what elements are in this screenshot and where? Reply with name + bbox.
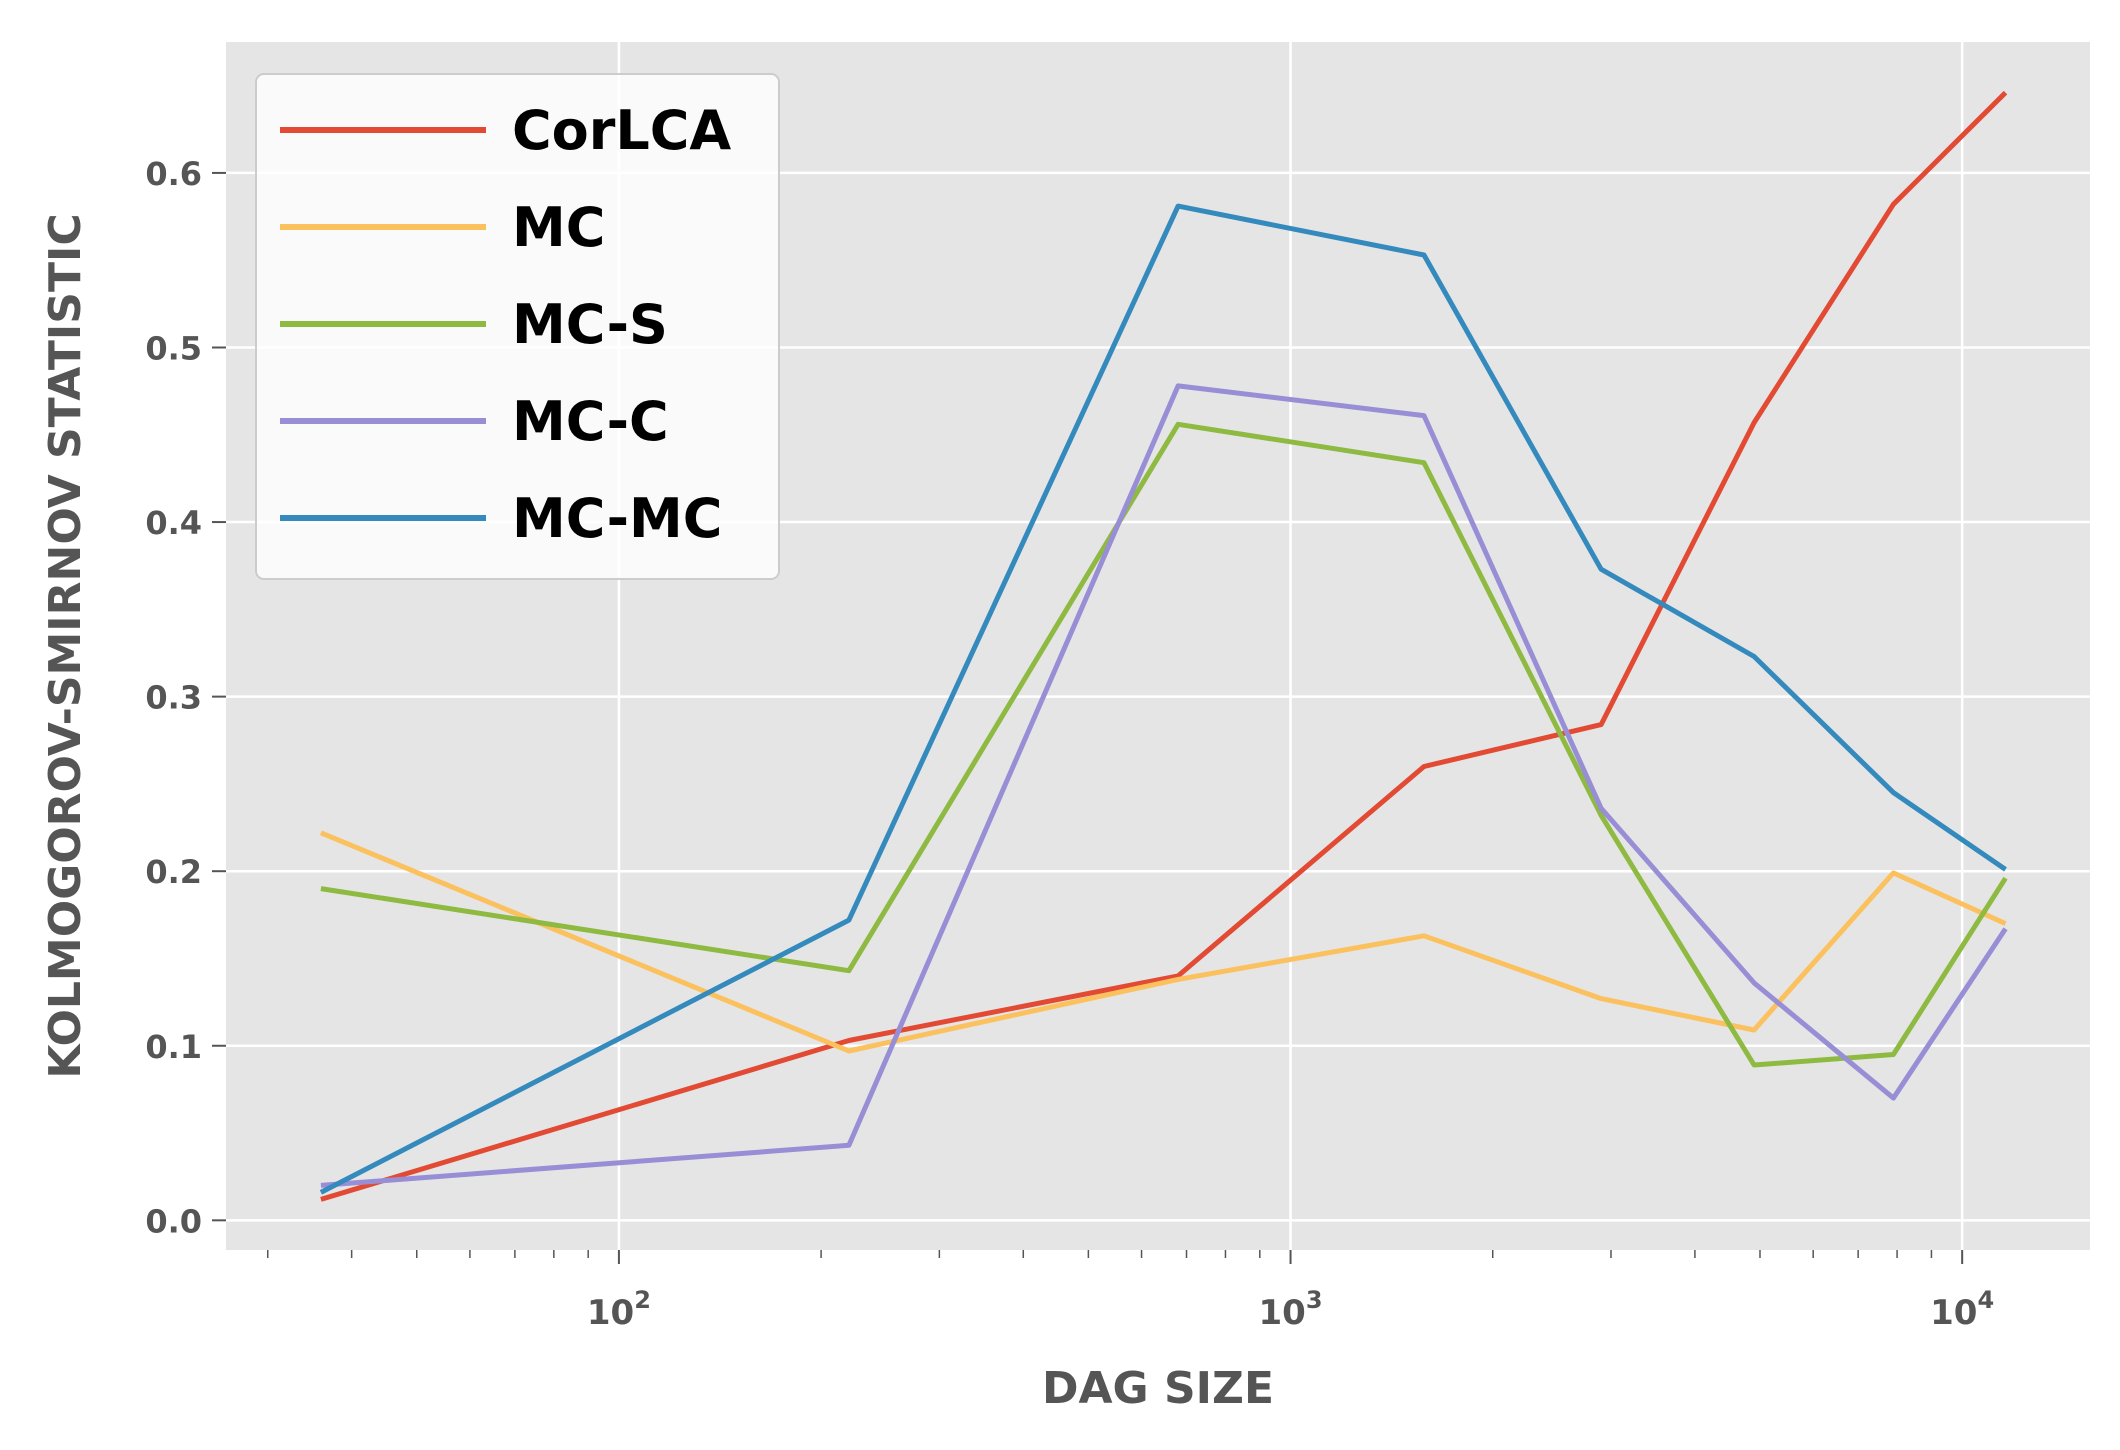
legend-label: MC-S xyxy=(512,293,668,356)
series-line-mc-c xyxy=(320,383,2008,1188)
y-axis-title: KOLMOGOROV-SMIRNOV STATISTIC xyxy=(40,213,91,1078)
series-line-mc xyxy=(319,830,2007,1054)
y-tick-label: 0.4 xyxy=(145,504,202,542)
y-tick-label: 0.1 xyxy=(145,1028,202,1066)
y-tick-label: 0.5 xyxy=(145,329,202,367)
y-tick-label: 0.6 xyxy=(145,155,202,193)
legend-box xyxy=(255,73,780,580)
x-axis-title: DAG SIZE xyxy=(1042,1363,1274,1414)
x-tick-label: 102 xyxy=(587,1286,651,1333)
y-tick-label: 0.3 xyxy=(145,679,202,717)
legend: CorLCA MC MC-S MC-C MC-MC xyxy=(255,73,780,580)
series-line-mc-s xyxy=(320,421,2008,1068)
series-lines xyxy=(319,90,2008,1202)
x-tick-label: 104 xyxy=(1930,1286,1994,1333)
x-tick-label: 103 xyxy=(1259,1286,1323,1333)
legend-label: MC xyxy=(512,196,605,259)
y-tick-label: 0.0 xyxy=(145,1202,202,1240)
legend-label: CorLCA xyxy=(512,99,731,162)
legend-label: MC-C xyxy=(512,390,669,453)
legend-label: MC-MC xyxy=(512,487,722,550)
series-line-corlca xyxy=(320,90,2008,1202)
axis-ticks: 0.0 0.1 0.2 0.3 0.4 0.5 0.6 102 103 104 xyxy=(145,155,1994,1333)
series-line-mc-mc xyxy=(319,203,2007,1195)
y-tick-label: 0.2 xyxy=(145,853,202,891)
